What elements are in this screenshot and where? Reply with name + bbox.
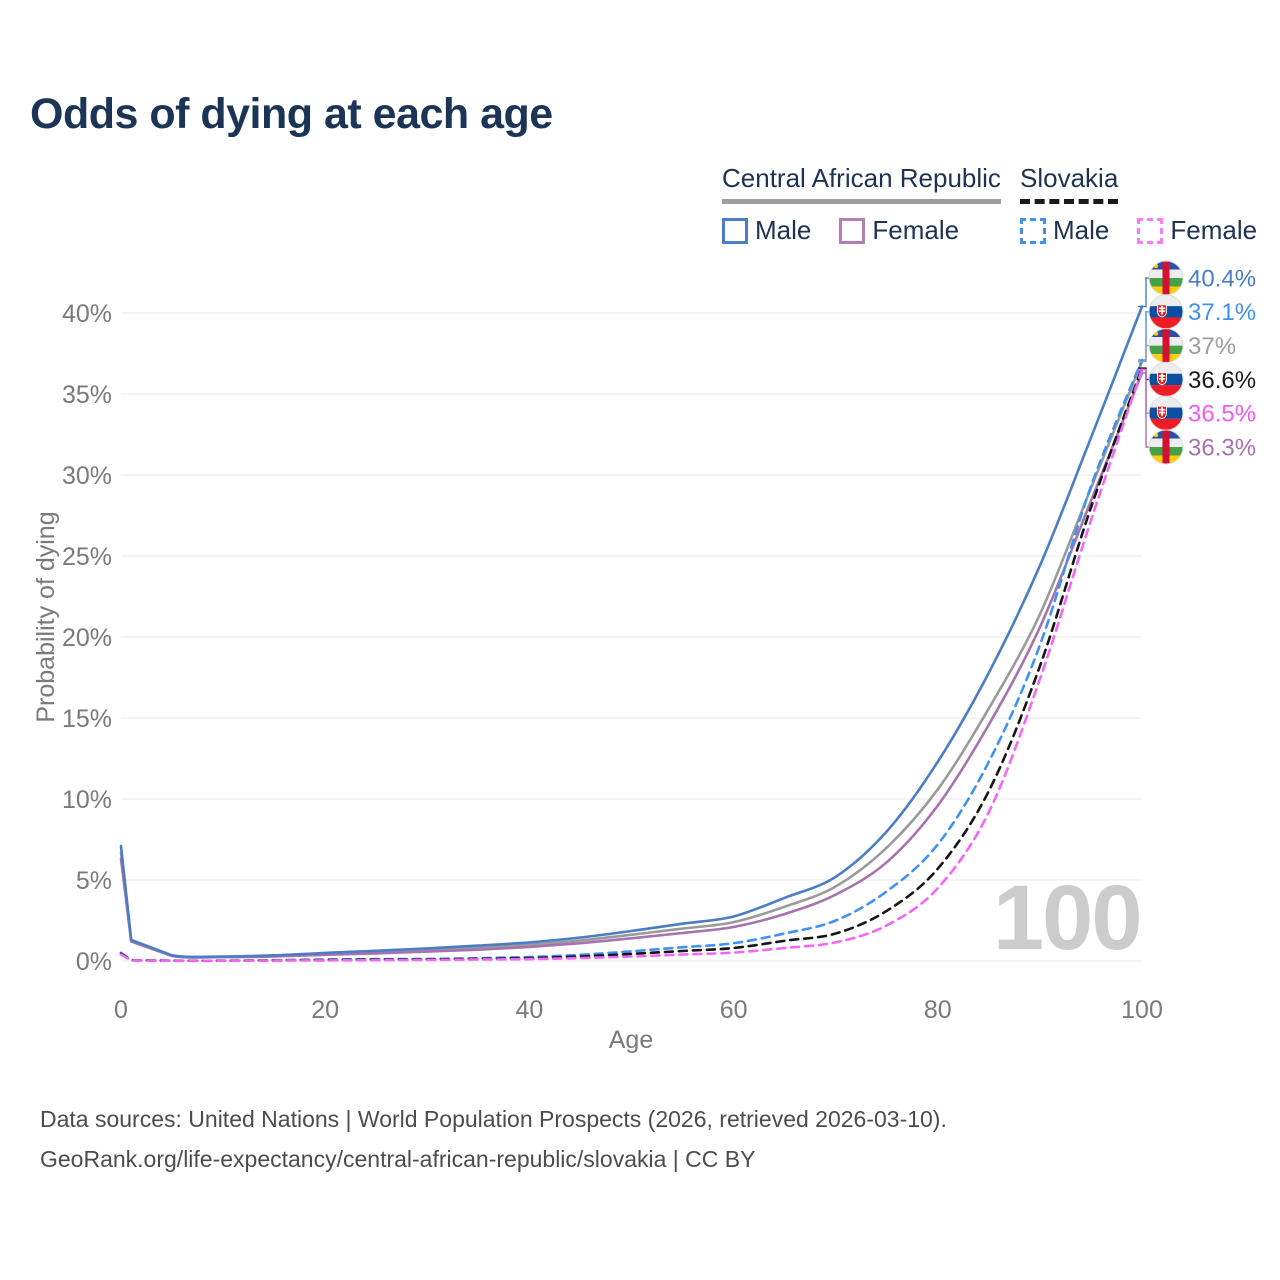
legend-swatch-slovakia-male [1020,217,1046,244]
series-car-female [119,371,1144,959]
y-tick-label: 30% [62,462,112,490]
y-tick-label: 10% [62,786,112,814]
series-svk-female [119,368,1144,963]
data-source-note: Data sources: United Nations | World Pop… [40,1106,947,1132]
end-label-value: 36.3% [1188,434,1256,461]
y-tick-label: 0% [76,948,112,976]
end-label-connector [1138,277,1149,308]
legend-item-label: Female [872,215,960,245]
end-label-value: 36.5% [1188,401,1256,428]
end-label-connector [1138,372,1149,448]
legend-group-slovakia: Slovakia Male Female [1020,163,1257,246]
end-label-value: 37% [1188,333,1236,360]
legend-swatch-slovakia-female [1137,217,1164,244]
flag-slovakia-icon [1148,361,1184,397]
legend-group-title-slovakia: Slovakia [1020,163,1119,204]
flag-central-african-republic-icon [1148,429,1184,465]
series-svk-male [119,358,1144,963]
flag-slovakia-icon [1148,395,1184,431]
legend-group-central-african-republic: Central African Republic Male Female [722,163,1001,246]
legend-item-label: Female [1170,215,1258,245]
page-title: Odds of dying at each age [30,90,553,138]
legend-group-title-car: Central African Republic [722,163,1001,204]
series-svk-both [119,366,1144,963]
y-axis-title: Probability of dying [32,511,60,723]
hover-age-watermark: 100 [993,867,1142,969]
x-tick-label: 20 [311,996,339,1024]
flag-slovakia-icon [1148,294,1184,330]
x-tick-label: 60 [720,996,748,1024]
legend-swatch-car-male [722,217,748,244]
legend-swatch-car-female [839,217,866,244]
flag-central-african-republic-icon [1148,328,1184,364]
end-label-value: 37.1% [1188,299,1256,326]
end-label-value: 40.4% [1188,265,1256,292]
x-tick-label: 0 [114,996,128,1024]
legend-item-slovakia-female[interactable]: Female [1137,215,1257,246]
y-tick-label: 20% [62,624,112,652]
x-axis-title: Age [608,1026,654,1054]
legend-item-slovakia-male[interactable]: Male [1020,215,1109,246]
y-tick-label: 15% [62,705,112,733]
x-tick-label: 100 [1121,996,1163,1024]
legend-item-label: Male [1053,215,1110,245]
y-tick-label: 5% [76,867,112,895]
legend-item-car-male[interactable]: Male [722,215,811,246]
attribution-note: GeoRank.org/life-expectancy/central-afri… [40,1146,756,1172]
y-tick-label: 35% [62,381,112,409]
end-label-value: 36.6% [1188,367,1256,394]
y-tick-label: 25% [62,543,112,571]
end-label-connector [1138,311,1149,361]
x-tick-label: 80 [924,996,952,1024]
legend-item-car-female[interactable]: Female [839,215,959,246]
y-tick-label: 40% [62,300,112,328]
legend-item-label: Male [755,215,812,245]
flag-central-african-republic-icon [1148,260,1184,296]
series-car-male [119,305,1144,959]
x-tick-label: 40 [515,996,543,1024]
end-label-connector [1138,344,1149,363]
series-car-both [119,360,1144,959]
